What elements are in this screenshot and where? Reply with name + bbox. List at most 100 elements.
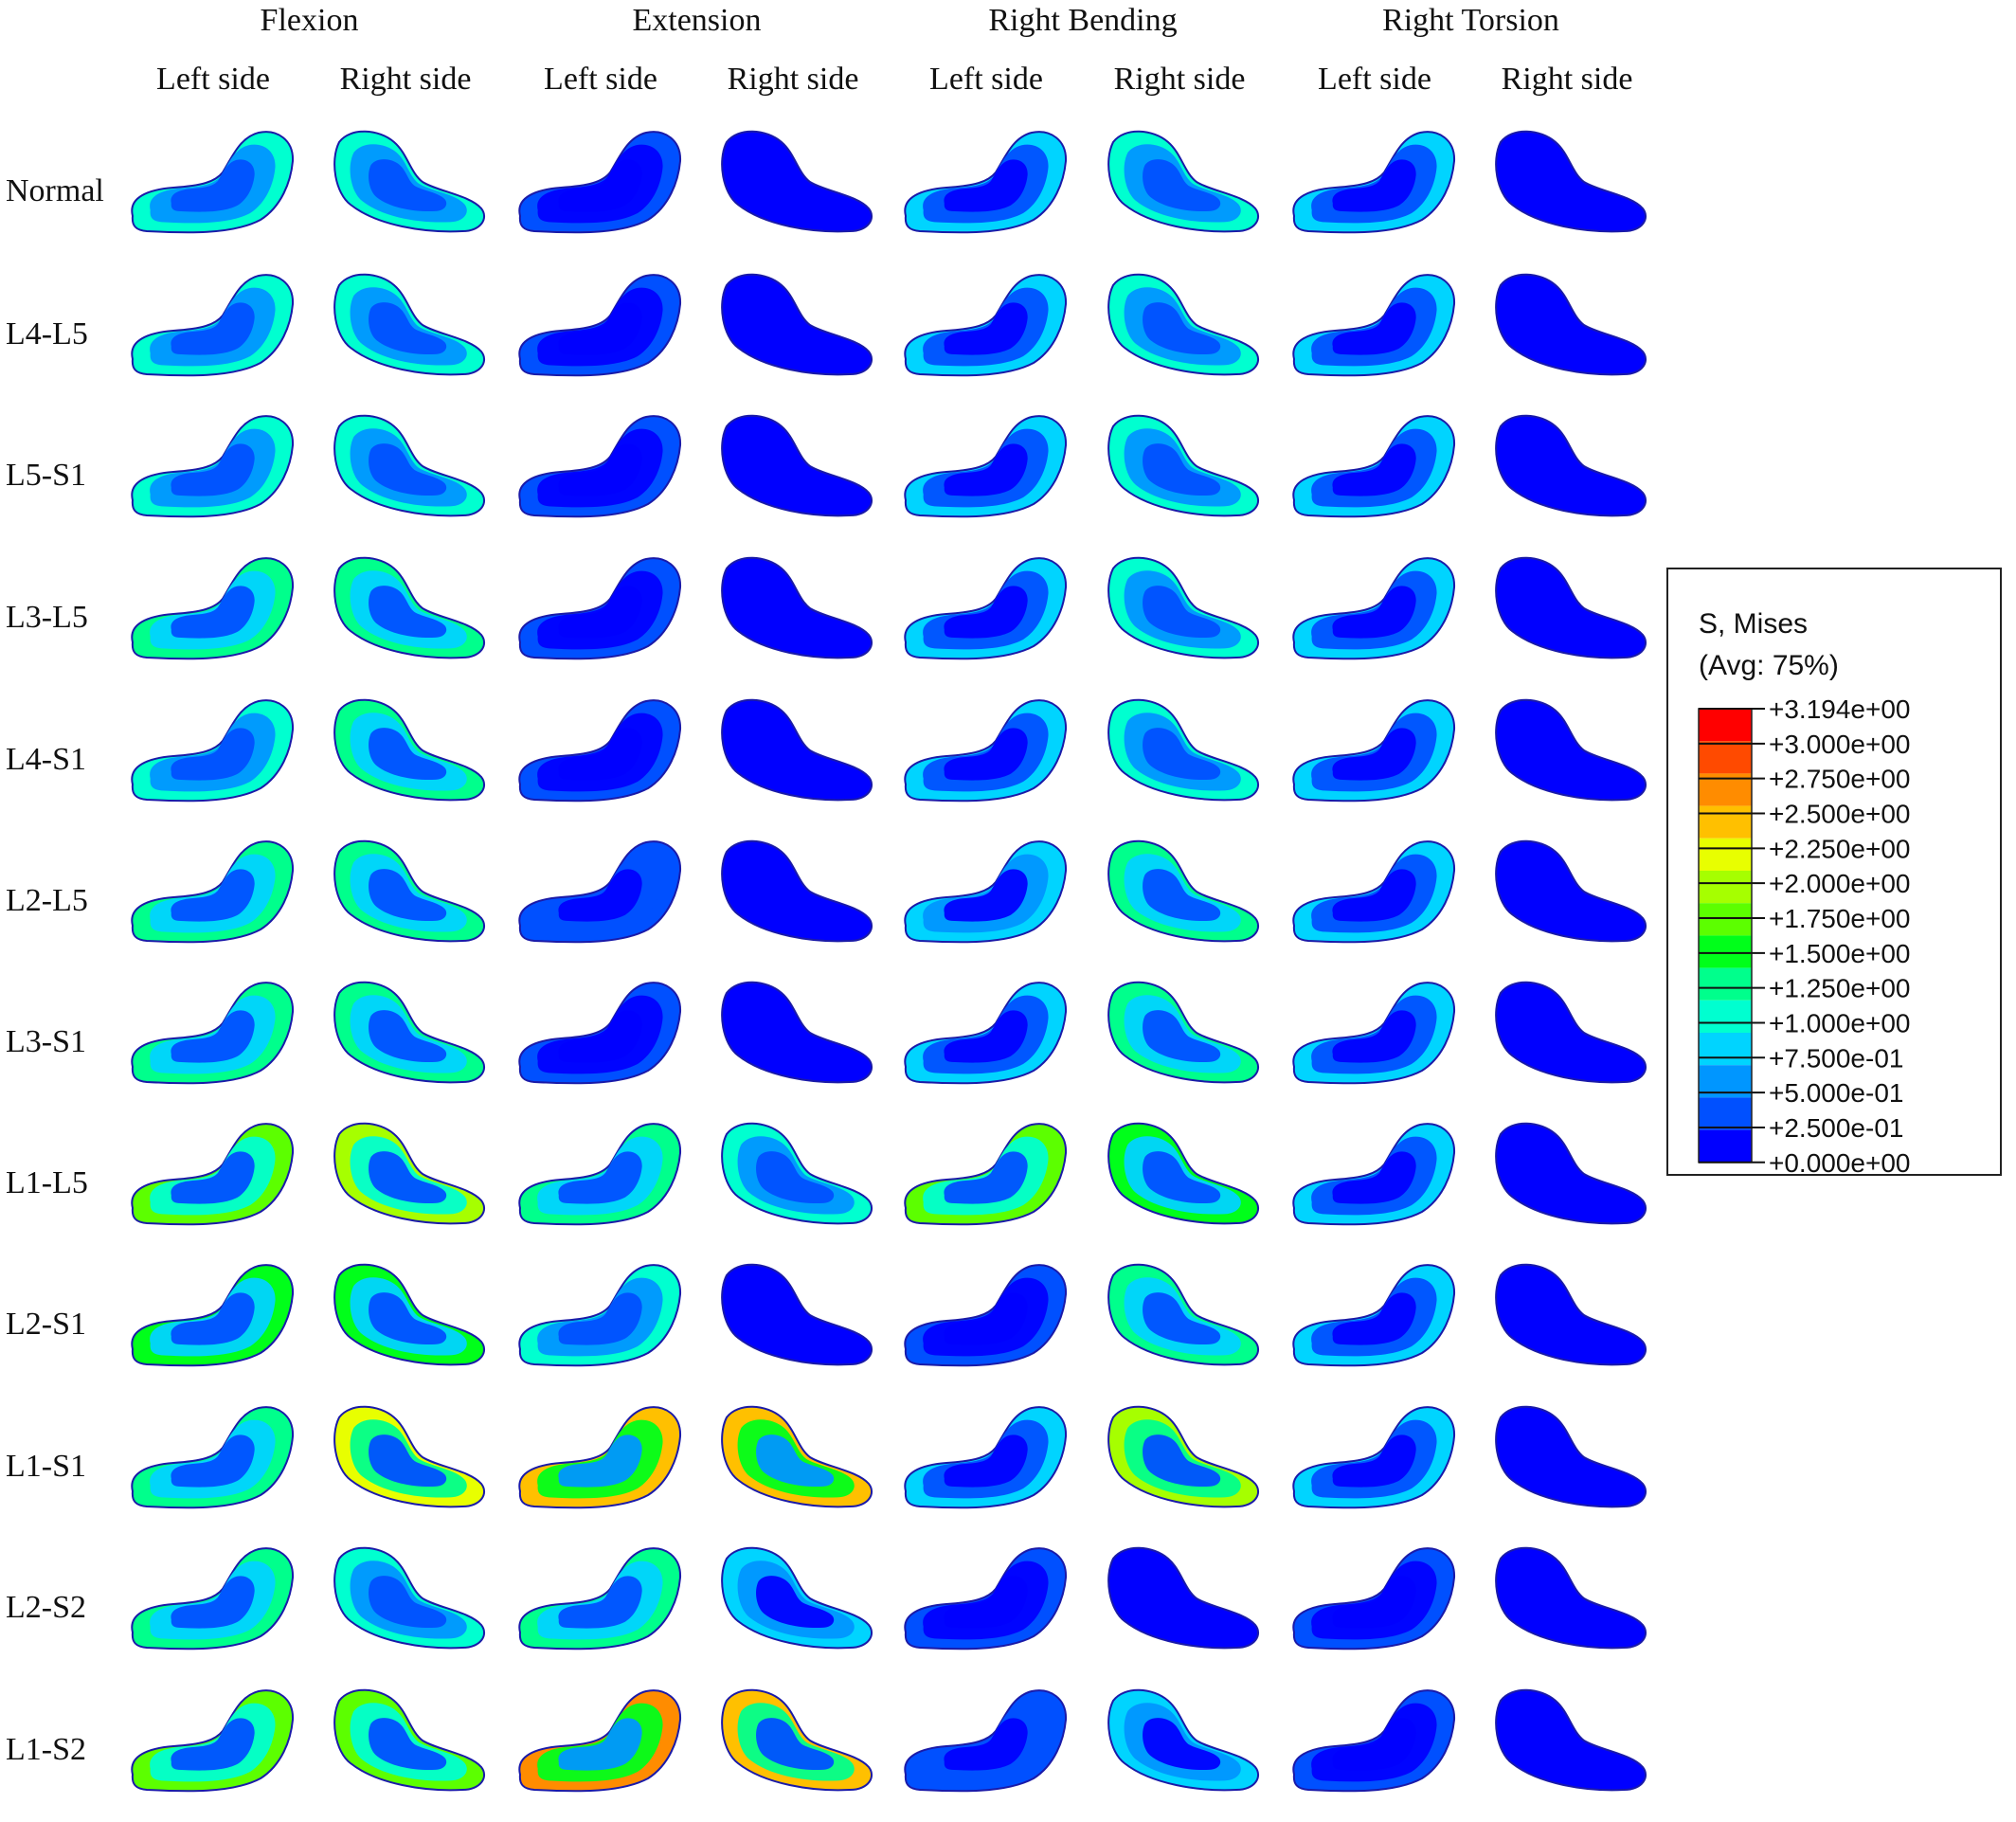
stress-contour-cell [1495, 839, 1647, 943]
stress-contour-cell [721, 981, 873, 1084]
stress-contour-cell [518, 982, 682, 1085]
stress-contour-cell [904, 1406, 1068, 1509]
stress-contour-cell [1292, 699, 1456, 803]
stress-contour-cell [333, 698, 486, 802]
stress-contour-cell [1107, 1122, 1260, 1225]
stress-contour-cell [1292, 840, 1456, 944]
stress-contour-cell [1107, 839, 1260, 943]
stress-contour-cell [1495, 556, 1647, 659]
stress-contour-cell [904, 982, 1068, 1085]
stress-contour-cell [721, 414, 873, 517]
legend-color-band [1699, 741, 1752, 774]
stress-contour-cell [131, 1689, 295, 1793]
stress-contour-cell [1107, 1405, 1260, 1508]
legend-color-band [1699, 1000, 1752, 1033]
row-label: L3-S1 [6, 1024, 86, 1059]
stress-contour-cell [333, 1405, 486, 1508]
stress-contour-cell [1107, 414, 1260, 517]
legend-tick-label: +1.000e+00 [1769, 1008, 1911, 1037]
legend-color-band [1699, 709, 1752, 742]
stress-contour-cell [904, 1689, 1068, 1793]
stress-contour-cell [721, 130, 873, 233]
stress-contour-cell [904, 1264, 1068, 1367]
stress-contour-cell [333, 1122, 486, 1225]
stress-contour-cell [518, 840, 682, 944]
stress-contour-cell [333, 273, 486, 376]
row-label: L1-S2 [6, 1732, 86, 1767]
movement-title: Right Bending [988, 3, 1177, 38]
legend-color-band [1699, 871, 1752, 904]
stress-contour-cell [518, 557, 682, 660]
stress-contour-cell [333, 556, 486, 659]
side-label: Left side [1318, 62, 1431, 97]
side-label: Left side [156, 62, 270, 97]
stress-contour-cell [333, 839, 486, 943]
stress-contour-cell [131, 1547, 295, 1651]
stress-contour-cell [721, 1122, 873, 1225]
stress-contour-cell [1292, 1547, 1456, 1651]
legend-tick-label: +1.250e+00 [1769, 974, 1911, 1003]
legend-tick-label: +5.000e-01 [1769, 1078, 1903, 1108]
stress-contour-cell [518, 1406, 682, 1509]
stress-contour-cell [518, 1547, 682, 1651]
stress-contour-cell [721, 698, 873, 802]
side-label: Left side [544, 62, 657, 97]
side-label: Left side [929, 62, 1043, 97]
legend-tick-label: +2.750e+00 [1769, 765, 1911, 794]
stress-contour-cell [904, 699, 1068, 803]
legend-color-band [1699, 1033, 1752, 1066]
stress-contour-cell [1495, 1688, 1647, 1792]
row-label: L1-L5 [6, 1165, 88, 1200]
stress-contour-cell [1495, 698, 1647, 802]
stress-contour-cell [131, 131, 295, 234]
legend-tick-label: +0.000e+00 [1769, 1148, 1911, 1178]
stress-contour-cell [333, 1263, 486, 1366]
legend-color-band [1699, 805, 1752, 839]
stress-contour-cell [131, 1406, 295, 1509]
stress-contour-cell [1292, 1264, 1456, 1367]
stress-contour-cell [721, 273, 873, 376]
movement-title: Flexion [261, 3, 359, 38]
stress-contour-cell [131, 1123, 295, 1226]
stress-contour-cell [1495, 1546, 1647, 1650]
stress-contour-cell [131, 840, 295, 944]
stress-contour-cell [1292, 415, 1456, 518]
side-label: Right side [728, 62, 859, 97]
legend-tick-label: +2.500e+00 [1769, 799, 1911, 828]
row-label: L5-S1 [6, 458, 86, 493]
stress-contour-cell [721, 839, 873, 943]
stress-contour-cell [131, 982, 295, 1085]
stress-contour-cell [131, 274, 295, 377]
legend-tick-label: +2.000e+00 [1769, 869, 1911, 898]
stress-contour-cell [518, 1123, 682, 1226]
stress-contour-cell [518, 699, 682, 803]
stress-contour-cell [1495, 1122, 1647, 1225]
legend-color-band [1699, 903, 1752, 936]
row-label: L2-S1 [6, 1307, 86, 1342]
stress-contour-cell [333, 414, 486, 517]
stress-contour-cell [1292, 274, 1456, 377]
row-label: L4-S1 [6, 742, 86, 777]
stress-contour-cell [333, 1546, 486, 1650]
stress-contour-cell [1495, 414, 1647, 517]
row-label: L2-S2 [6, 1590, 86, 1625]
stress-contour-cell [904, 415, 1068, 518]
stress-contour-cell [1107, 556, 1260, 659]
stress-contour-cell [721, 1688, 873, 1792]
legend-color-band [1699, 838, 1752, 871]
legend-tick-label: +2.500e-01 [1769, 1113, 1903, 1143]
stress-contour-cell [1292, 1689, 1456, 1793]
stress-contour-cell [518, 131, 682, 234]
stress-contour-cell [1107, 273, 1260, 376]
stress-contour-cell [1107, 698, 1260, 802]
stress-legend: S, Mises (Avg: 75%) +3.194e+00 +3.000e+00… [1666, 568, 2002, 1178]
stress-contour-cell [904, 131, 1068, 234]
legend-tick-label: +1.750e+00 [1769, 904, 1911, 933]
stress-contour-cell [1107, 1263, 1260, 1366]
stress-contour-cell [904, 840, 1068, 944]
row-label: L2-L5 [6, 883, 88, 918]
stress-contour-cell [1107, 130, 1260, 233]
stress-contour-cell [1107, 981, 1260, 1084]
stress-contour-cell [904, 1123, 1068, 1226]
stress-contour-cell [721, 1546, 873, 1650]
